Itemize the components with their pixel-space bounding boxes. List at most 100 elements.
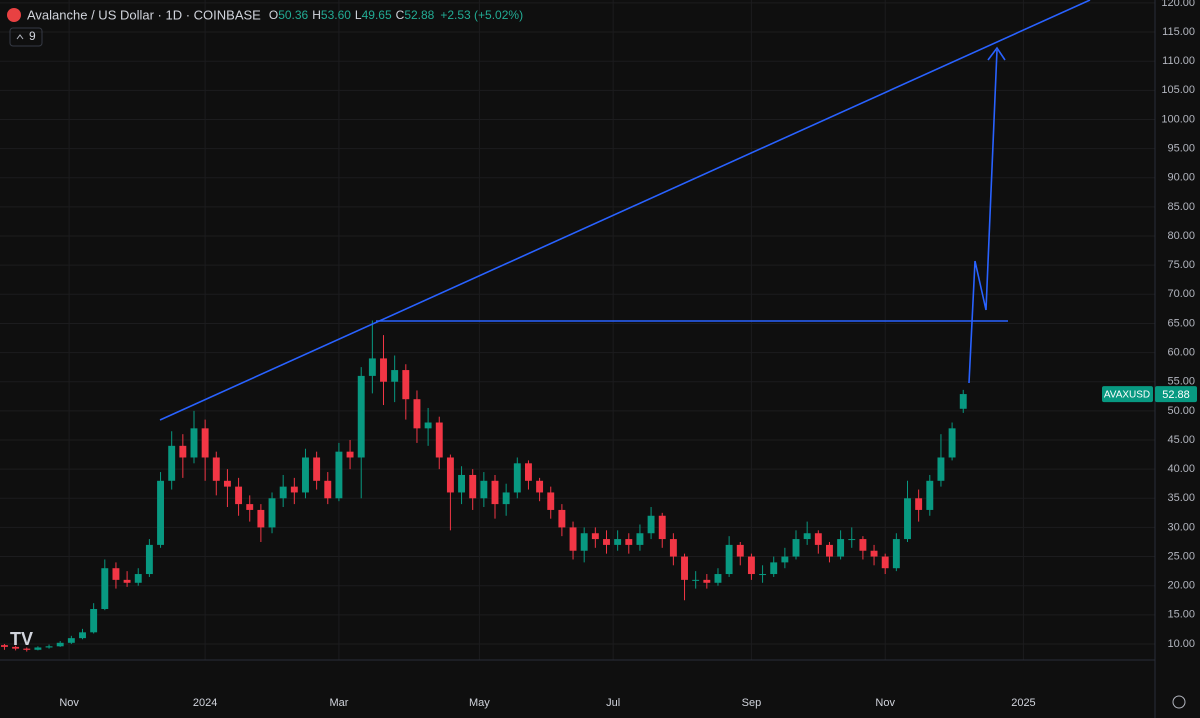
legend-change: +2.53 (+5.02%): [440, 8, 523, 22]
candle-body: [859, 539, 867, 551]
candle-body: [168, 445, 176, 481]
legend-value: 52.88: [404, 8, 434, 22]
candle-body: [948, 428, 956, 458]
candle-body: [781, 556, 789, 563]
y-tick-label: 25.00: [1167, 550, 1195, 562]
x-tick-label: Nov: [875, 697, 895, 709]
axes: 10.00 15.00 20.00 25.00 30.00 35.00 40.00 45.00…: [59, 0, 1195, 709]
candle-body: [692, 579, 700, 581]
candle-body: [491, 480, 499, 505]
candle-body: [134, 574, 142, 583]
candle-body: [469, 474, 477, 499]
candle-body: [658, 515, 666, 540]
candle-body: [380, 358, 387, 382]
candle-body: [580, 533, 588, 551]
candle-body: [759, 574, 767, 576]
candle-body: [424, 422, 432, 429]
candle-body: [747, 556, 755, 575]
y-tick-label: 20.00: [1167, 580, 1195, 592]
candle-body: [413, 399, 421, 429]
candle-body: [34, 647, 42, 650]
candle-body: [368, 358, 376, 376]
candle-body: [892, 539, 900, 569]
candle-body: [725, 544, 733, 575]
x-tick-label: 2024: [193, 697, 217, 709]
y-tick-label: 10.00: [1167, 638, 1195, 650]
candle-body: [1, 645, 8, 647]
y-tick-label: 110.00: [1162, 55, 1195, 67]
legend-key: L: [355, 8, 362, 22]
indicator-count: 9: [29, 29, 36, 43]
candle-body: [681, 556, 688, 580]
candle-body: [235, 486, 243, 505]
candle-body: [569, 527, 577, 551]
grid: [0, 0, 1155, 660]
x-tick-label: Nov: [59, 697, 79, 709]
candle-body: [12, 646, 20, 649]
y-tick-label: 60.00: [1167, 346, 1195, 358]
chart-title: Avalanche / US Dollar · 1D · COINBASE: [27, 7, 261, 22]
candle-body: [591, 533, 599, 540]
candle-body: [357, 375, 365, 458]
y-tick-label: 95.00: [1167, 143, 1195, 155]
candle-body: [837, 539, 845, 557]
price-tag: 52.88: [1162, 389, 1190, 401]
y-tick-label: 80.00: [1167, 230, 1195, 242]
candle-body: [23, 648, 31, 650]
symbol-tag: AVAXUSD: [1104, 390, 1150, 401]
candle-body: [736, 544, 744, 557]
candle-body: [915, 498, 923, 510]
candle-body: [346, 451, 354, 458]
candle-body: [112, 568, 120, 580]
candle-body: [101, 568, 109, 610]
candle-body: [257, 509, 265, 528]
candle-body: [302, 457, 309, 493]
candle-body: [959, 394, 967, 409]
price-tag-box: [1155, 386, 1197, 403]
projection-arrow: [968, 49, 998, 384]
candle-body: [636, 533, 644, 545]
y-tick-label: 85.00: [1167, 201, 1195, 213]
candle-body: [669, 539, 677, 557]
candle-body: [402, 370, 410, 400]
candle-body: [335, 451, 343, 499]
settings-icon[interactable]: [1172, 695, 1186, 709]
y-tick-label: 15.00: [1167, 609, 1195, 621]
candle-body: [268, 498, 276, 528]
legend-value: 53.60: [321, 8, 351, 22]
candle-body: [614, 539, 622, 545]
candle-body: [145, 544, 153, 575]
drawings: [159, 0, 1091, 421]
y-tick-label: 40.00: [1167, 463, 1195, 475]
candle-body: [870, 550, 878, 557]
candle-body: [290, 486, 298, 493]
candle-body: [524, 463, 532, 481]
symbol-icon: [7, 8, 21, 22]
legend-value: 50.36: [278, 8, 308, 22]
candle-body: [904, 498, 911, 540]
candle-body: [446, 457, 454, 493]
candle-body: [647, 515, 655, 534]
candle-body: [313, 457, 321, 481]
y-tick-label: 65.00: [1167, 317, 1195, 329]
x-tick-label: Jul: [606, 697, 620, 709]
trend-line: [159, 0, 1091, 421]
candle-body: [547, 492, 555, 510]
x-tick-label: Sep: [742, 697, 762, 709]
candle-body: [435, 422, 443, 458]
candle-body: [56, 642, 64, 647]
candle-body: [558, 509, 566, 528]
indicator-box[interactable]: [9, 27, 43, 47]
collapse-icon: [16, 34, 24, 40]
ohlc-legend: O 50.36 H 53.60 L 49.65 C 52.88 +2.53 (+5.02%): [269, 8, 523, 22]
candle-body: [502, 492, 510, 505]
candle-body: [45, 646, 53, 648]
y-tick-label: 55.00: [1167, 376, 1195, 388]
y-tick-label: 115.00: [1162, 26, 1195, 38]
candle-body: [67, 638, 75, 643]
candle-body: [246, 504, 254, 510]
y-tick-label: 120.00: [1161, 0, 1195, 9]
candle-body: [90, 609, 98, 633]
